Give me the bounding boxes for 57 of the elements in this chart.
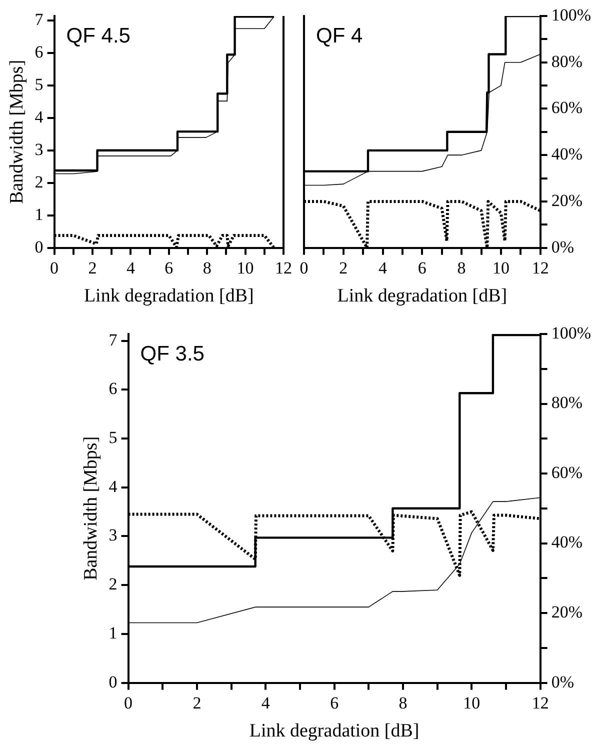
y2-tick-label: 0% <box>551 237 574 256</box>
y2-tick-label: 100% <box>551 5 592 24</box>
x-tick-label: 12 <box>275 258 292 278</box>
y-tick-label: 1 <box>108 623 118 642</box>
x-tick-label: 6 <box>418 258 426 278</box>
x-tick-label: 10 <box>492 258 510 278</box>
y2-tick-label: 0% <box>551 672 574 692</box>
x-tick-label: 0 <box>300 258 308 278</box>
y-tick-label: 7 <box>34 10 44 30</box>
x-axis-title: Link degradation [dB] <box>337 286 508 307</box>
x-tick-label: 4 <box>261 693 270 712</box>
x-tick-label: 12 <box>532 693 549 712</box>
x-tick-label: 2 <box>339 258 348 278</box>
y-tick-label: 4 <box>34 107 44 126</box>
x-tick-label: 4 <box>126 258 136 278</box>
x-tick-label: 8 <box>457 258 466 278</box>
x-tick-label: 10 <box>236 258 254 278</box>
y-axis-title: Bandwidth [Mbps] <box>80 436 102 580</box>
y2-tick-label: 60% <box>551 98 583 118</box>
y-tick-label: 5 <box>34 74 44 94</box>
x-tick-label: 6 <box>330 693 339 712</box>
y2-tick-label: 20% <box>551 602 583 622</box>
chart-title: QF 4.5 <box>66 24 131 48</box>
y-tick-label: 6 <box>34 42 44 62</box>
y-tick-label: 4 <box>108 476 118 496</box>
y-tick-label: 0 <box>108 672 118 692</box>
y-tick-label: 1 <box>34 204 44 224</box>
y2-tick-label: 60% <box>551 462 583 482</box>
x-axis-title: Link degradation [dB] <box>249 720 420 742</box>
x-tick-label: 10 <box>463 693 480 712</box>
y-tick-label: 2 <box>108 574 118 594</box>
y-tick-label: 3 <box>34 140 44 159</box>
y-tick-label: 2 <box>34 172 44 192</box>
y2-tick-label: 80% <box>551 52 583 71</box>
y2-tick-label: 40% <box>551 532 583 552</box>
x-tick-label: 8 <box>398 693 408 712</box>
chart-title: QF 4 <box>316 24 363 48</box>
x-tick-label: 2 <box>88 258 97 278</box>
y2-tick-label: 20% <box>551 190 583 210</box>
y2-tick-label: 80% <box>551 393 583 412</box>
y-tick-label: 3 <box>108 526 118 545</box>
x-tick-label: 4 <box>378 258 388 278</box>
y2-tick-label: 40% <box>551 144 583 164</box>
x-tick-label: 12 <box>532 258 549 278</box>
x-tick-label: 6 <box>164 258 174 278</box>
x-axis-title: Link degradation [dB] <box>84 286 254 307</box>
x-tick-label: 0 <box>124 693 133 712</box>
y-tick-label: 0 <box>34 237 44 256</box>
chart-title: QF 3.5 <box>140 342 205 366</box>
y-tick-label: 7 <box>108 330 118 350</box>
y-axis-title: Bandwidth [Mbps] <box>6 60 28 204</box>
x-tick-label: 8 <box>202 258 212 278</box>
y-tick-label: 5 <box>108 428 118 448</box>
x-tick-label: 2 <box>192 693 202 712</box>
x-tick-label: 0 <box>50 258 59 278</box>
y-tick-label: 6 <box>108 379 118 398</box>
y2-tick-label: 100% <box>551 323 592 342</box>
